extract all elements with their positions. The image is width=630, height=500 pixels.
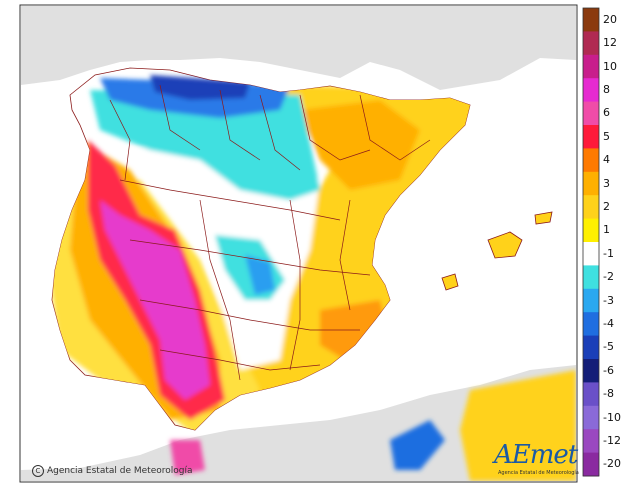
legend-label: 6 (603, 106, 610, 120)
aemet-logo: AEmet Agencia Estatal de Meteorología (494, 440, 579, 480)
legend-label: -5 (603, 340, 614, 354)
legend-swatch (583, 335, 599, 360)
legend-label: -10 (603, 410, 621, 424)
copyright-icon: C (32, 465, 44, 477)
balearic-menorca (534, 211, 553, 225)
legend-swatch (583, 405, 599, 430)
legend-label: 20 (603, 12, 617, 26)
africa-blue-blob (390, 420, 445, 470)
legend-border (582, 7, 600, 477)
legend-swatch (583, 101, 599, 126)
legend-swatch (583, 125, 599, 149)
legend-label: 3 (603, 176, 610, 190)
africa-magenta-blob (170, 440, 205, 475)
anomaly-blue-center (245, 255, 275, 295)
legend-label: 12 (603, 36, 617, 50)
france-landmass (21, 6, 576, 90)
legend-label: 2 (603, 199, 610, 213)
legend-label: 8 (603, 82, 610, 96)
legend-label: 5 (603, 129, 610, 143)
legend-label: -8 (603, 387, 614, 401)
anomaly-cyan-north (90, 90, 320, 200)
north-africa-landmass (21, 365, 576, 481)
copyright-notice: C Agencia Estatal de Meteorología (32, 465, 193, 477)
legend-swatch (583, 54, 599, 79)
legend-swatch (583, 382, 599, 407)
legend-swatch (583, 78, 599, 103)
balearic-ibiza (441, 273, 459, 291)
legend-label: 4 (603, 153, 610, 167)
legend-label: -4 (603, 316, 614, 330)
legend-label: -2 (603, 270, 614, 284)
legend-swatch (583, 312, 599, 337)
legend-label: -6 (603, 363, 614, 377)
legend-swatch (583, 31, 599, 56)
legend-label: -3 (603, 293, 614, 307)
aemet-logo-subtitle: Agencia Estatal de Meteorología (498, 470, 579, 476)
legend-swatch (583, 171, 599, 196)
legend-label: -12 (603, 433, 621, 447)
anomaly-orange-east-patch (300, 100, 420, 190)
legend-swatch (583, 195, 599, 220)
legend-swatch (583, 148, 599, 173)
legend-label: -20 (603, 457, 621, 471)
aemet-logo-text: AEmet (494, 440, 578, 470)
legend-swatch (583, 429, 599, 454)
legend-swatch (583, 288, 599, 313)
legend-swatch (583, 359, 599, 383)
legend-swatch (583, 242, 599, 266)
legend-swatch (583, 265, 599, 290)
legend-label: 1 (603, 223, 610, 237)
legend-swatch (583, 8, 599, 32)
balearic-mallorca (487, 231, 523, 259)
legend-label: 10 (603, 59, 617, 73)
legend-swatch (583, 218, 599, 243)
africa-yellow-band (460, 370, 576, 481)
legend-swatch (583, 452, 599, 477)
legend-label: -1 (603, 246, 614, 260)
anomaly-magenta-core (100, 200, 210, 400)
province-borders (109, 84, 431, 381)
copyright-text: Agencia Estatal de Meteorología (47, 466, 193, 476)
